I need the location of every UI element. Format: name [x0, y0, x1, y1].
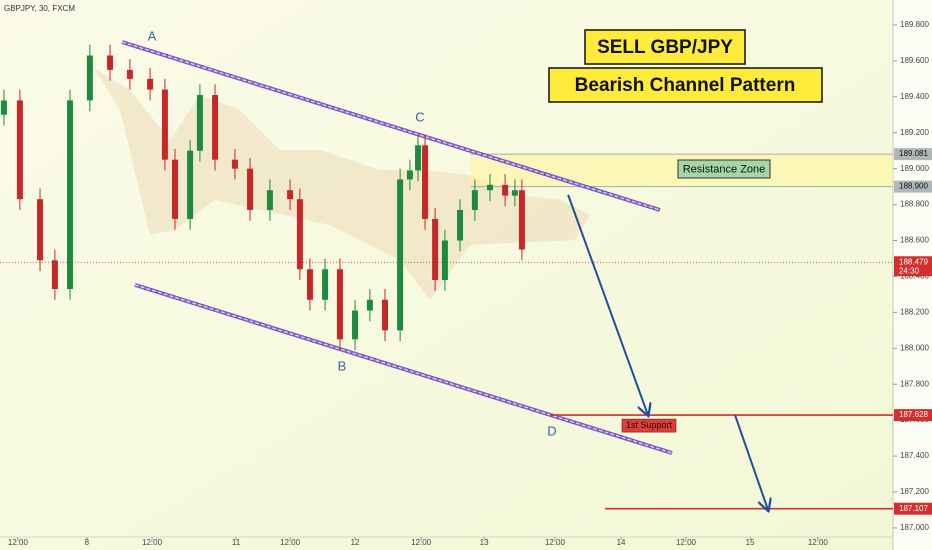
candle-body: [502, 184, 509, 196]
x-tick-label: 12:00: [142, 538, 163, 547]
candle-body: [457, 209, 464, 241]
arrow: [734, 414, 768, 510]
y-tick-label: 187.800: [900, 379, 929, 388]
candle-body: [287, 190, 294, 200]
candle-body: [266, 190, 273, 210]
price-tag: [894, 180, 932, 193]
candle-body: [306, 269, 313, 300]
candle-body: [432, 218, 439, 281]
support-label: 1st Support: [626, 420, 673, 430]
price-tag-label: 189.081: [899, 149, 928, 158]
price-tag-label: 187.107: [899, 504, 928, 513]
x-tick-label: 12:00: [808, 538, 829, 547]
y-tick-label: 188.000: [900, 343, 929, 352]
point-label: A: [148, 28, 157, 43]
headline-box: [548, 67, 823, 103]
price-tag-label: 188.479: [899, 257, 928, 266]
x-tick-label: 12: [351, 538, 360, 547]
point-label: C: [415, 109, 424, 124]
candle-body: [415, 145, 422, 171]
candle-body: [66, 100, 73, 290]
candle-body: [16, 100, 23, 200]
candle-body: [247, 168, 254, 210]
x-tick-label: 15: [746, 538, 755, 547]
candle-body: [471, 190, 478, 210]
candle-body: [336, 269, 343, 340]
candle-body: [406, 170, 413, 180]
price-tag: [894, 148, 932, 161]
countdown: 24:30: [899, 266, 920, 275]
y-tick-label: 189.200: [900, 128, 929, 137]
y-tick-label: 189.800: [900, 20, 929, 29]
candle-body: [422, 145, 429, 219]
candle-body: [0, 100, 7, 115]
point-label: B: [338, 358, 347, 373]
headline-box: [584, 29, 746, 65]
candle-body: [322, 269, 329, 300]
y-tick-label: 187.200: [900, 487, 929, 496]
price-tag-label: 188.900: [899, 182, 928, 191]
point-label: D: [547, 423, 556, 438]
x-tick-label: 14: [617, 538, 626, 547]
x-tick-label: 12:00: [8, 538, 29, 547]
arrow: [567, 194, 648, 415]
headline: Bearish Channel Pattern: [575, 75, 796, 96]
y-tick-label: 189.400: [900, 92, 929, 101]
x-tick-label: 8: [85, 538, 90, 547]
candle-body: [51, 260, 58, 290]
candle-body: [231, 159, 238, 169]
candle-body: [366, 299, 373, 311]
candle-body: [107, 55, 114, 70]
candle-body: [381, 299, 388, 331]
candle-body: [126, 69, 133, 79]
x-tick-label: 12:00: [411, 538, 432, 547]
candle-body: [171, 159, 178, 219]
candle-body: [37, 199, 44, 261]
price-tag: [894, 502, 932, 515]
y-tick-label: 188.200: [900, 307, 929, 316]
zone-label: Resistance Zone: [683, 163, 766, 175]
candle-body: [518, 190, 525, 250]
support-label-box: [621, 418, 677, 433]
zone-label-box: [677, 159, 771, 179]
x-tick-label: 13: [480, 538, 489, 547]
x-tick-label: 12:00: [676, 538, 697, 547]
candle-body: [296, 199, 303, 270]
y-tick-label: 188.800: [900, 200, 929, 209]
candle-body: [486, 184, 493, 191]
candle-body: [196, 95, 203, 151]
candle-body: [86, 55, 93, 101]
candle-body: [352, 310, 359, 340]
price-tag: [894, 409, 932, 422]
candle-body: [441, 240, 448, 281]
candle-body: [212, 95, 219, 160]
y-tick-label: 187.000: [900, 523, 929, 532]
candle-body: [511, 190, 518, 196]
price-tag-label: 187.628: [899, 410, 928, 419]
candle-body: [397, 179, 404, 331]
candle-body: [147, 78, 154, 90]
candle-body: [161, 89, 168, 160]
y-tick-label: 189.600: [900, 56, 929, 65]
chart-title: GBPJPY, 30, FXCM: [4, 4, 75, 13]
candle-body: [187, 150, 194, 219]
x-tick-label: 11: [232, 538, 241, 547]
y-tick-label: 189.000: [900, 164, 929, 173]
headline: SELL GBP/JPY: [597, 37, 733, 58]
x-tick-label: 12:00: [280, 538, 301, 547]
channel-line-inner: [134, 284, 673, 454]
x-tick-label: 12:00: [545, 538, 566, 547]
channel-line-inner: [121, 41, 661, 211]
y-tick-label: 187.400: [900, 451, 929, 460]
price-tag: [894, 256, 932, 277]
y-tick-label: 188.600: [900, 236, 929, 245]
